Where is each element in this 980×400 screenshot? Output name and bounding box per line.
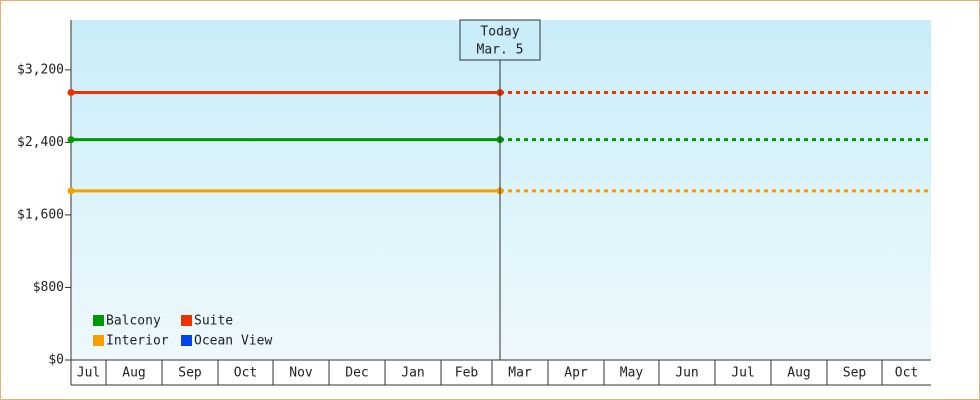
- point: [67, 187, 75, 195]
- x-tick-label: May: [620, 366, 644, 381]
- x-tick-label: Jan: [401, 366, 424, 381]
- x-tick-label: Apr: [564, 366, 588, 381]
- legend-label: Interior: [106, 334, 169, 349]
- today-label: Mar. 5: [477, 43, 524, 58]
- today-label: Today: [480, 25, 519, 40]
- x-tick-label: Nov: [289, 366, 313, 381]
- legend-label: Suite: [194, 314, 233, 329]
- legend-swatch: [181, 315, 192, 326]
- x-tick-label: Mar: [508, 366, 532, 381]
- x-tick-label: Oct: [234, 366, 257, 381]
- x-tick-label: Sep: [843, 366, 867, 381]
- legend-swatch: [93, 315, 104, 326]
- x-tick-label: Sep: [178, 366, 202, 381]
- legend-label: Balcony: [106, 314, 161, 329]
- y-tick-label: $3,200: [17, 62, 64, 77]
- point: [67, 136, 75, 144]
- y-tick-label: $0: [48, 353, 64, 368]
- x-tick-label: Jul: [731, 366, 754, 381]
- x-tick-label: Aug: [122, 366, 145, 381]
- y-tick-label: $800: [33, 280, 64, 295]
- today-box: [459, 19, 541, 61]
- legend-swatch: [181, 335, 192, 346]
- x-tick-label: Feb: [455, 366, 479, 381]
- x-tick-label: Jul: [77, 366, 100, 381]
- y-tick-label: $2,400: [17, 135, 64, 150]
- x-tick-label: Jun: [675, 366, 698, 381]
- legend-swatch: [93, 335, 104, 346]
- point: [67, 89, 75, 97]
- x-tick-label: Aug: [787, 366, 810, 381]
- y-tick-label: $1,600: [17, 207, 64, 222]
- legend-label: Ocean View: [194, 334, 272, 349]
- x-tick-label: Oct: [895, 366, 918, 381]
- x-tick-label: Dec: [345, 366, 368, 381]
